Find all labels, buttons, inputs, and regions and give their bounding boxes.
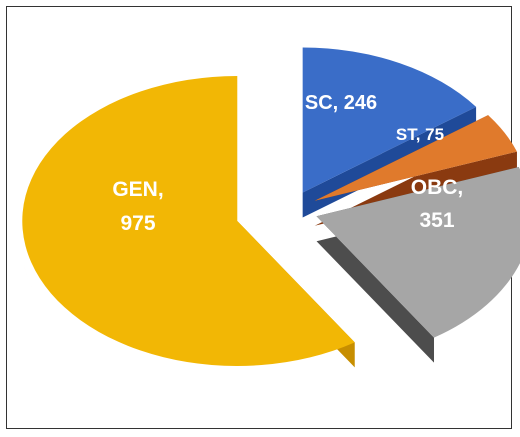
data-label-obc-value: 351 bbox=[419, 209, 454, 232]
data-label-gen-value: 975 bbox=[120, 212, 155, 235]
data-label-st: ST, 75 bbox=[396, 125, 444, 144]
data-label-sc: SC, 246 bbox=[305, 92, 377, 114]
data-label-obc-name: OBC, bbox=[411, 176, 464, 199]
data-label-gen-name: GEN, bbox=[112, 178, 163, 201]
